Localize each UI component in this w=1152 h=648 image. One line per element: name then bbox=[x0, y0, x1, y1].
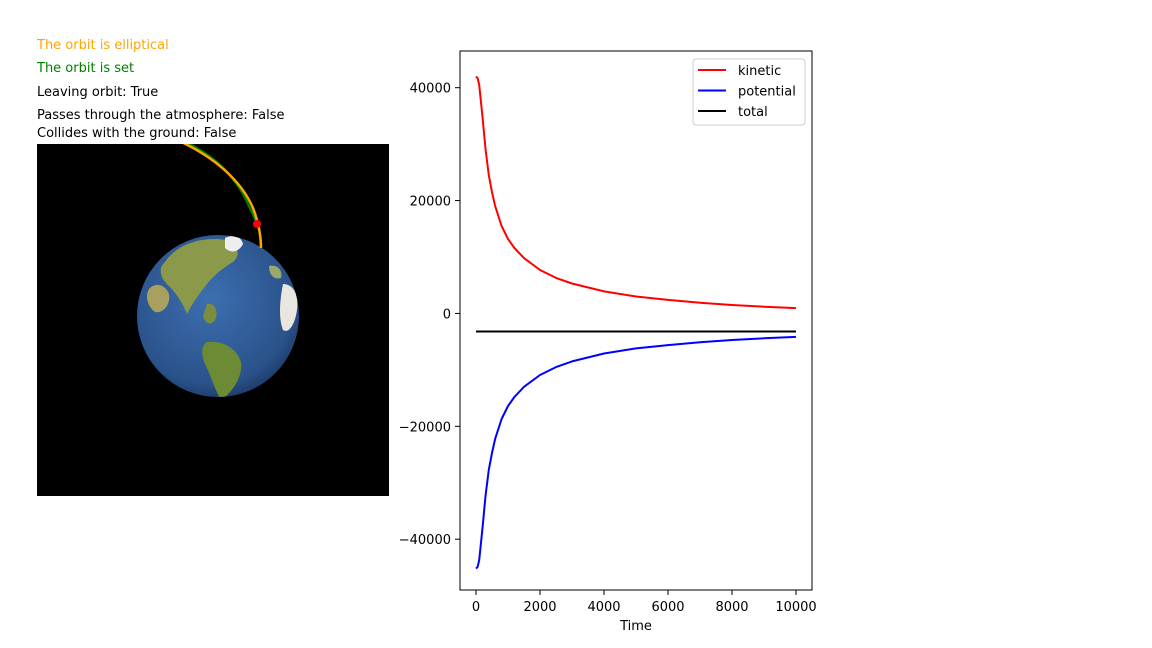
legend-label-potential: potential bbox=[738, 85, 796, 100]
satellite-marker bbox=[253, 220, 261, 228]
x-tick-label: 6000 bbox=[651, 600, 684, 615]
series-line-potential bbox=[475, 335, 797, 570]
earth-globe bbox=[137, 235, 299, 397]
x-axis: 0 2000 4000 6000 8000 10000 bbox=[472, 590, 817, 615]
y-tick-label: 20000 bbox=[410, 195, 451, 210]
x-axis-label: Time bbox=[619, 619, 652, 634]
status-elliptical: The orbit is elliptical bbox=[37, 38, 169, 53]
status-atmosphere: Passes through the atmosphere: False bbox=[37, 108, 285, 123]
x-tick-label: 2000 bbox=[523, 600, 556, 615]
legend-box bbox=[692, 58, 806, 126]
simulation-canvas bbox=[37, 144, 389, 496]
y-tick-label: 0 bbox=[443, 307, 451, 322]
legend-label-total: total bbox=[738, 105, 768, 120]
series-line-kinetic bbox=[475, 75, 797, 310]
status-leaving: Leaving orbit: True bbox=[37, 85, 159, 100]
legend: kinetic potential total bbox=[692, 58, 806, 126]
y-tick-label: 40000 bbox=[410, 82, 451, 97]
simulation-view bbox=[37, 144, 389, 496]
status-ground: Collides with the ground: False bbox=[37, 126, 237, 141]
y-tick-label: −20000 bbox=[399, 420, 451, 435]
y-axis: −40000 −20000 0 20000 40000 bbox=[399, 82, 460, 548]
x-tick-label: 8000 bbox=[715, 600, 748, 615]
legend-label-kinetic: kinetic bbox=[738, 64, 781, 79]
plot-frame bbox=[459, 50, 813, 591]
y-tick-label: −40000 bbox=[399, 533, 451, 548]
x-tick-label: 10000 bbox=[775, 600, 816, 615]
series-lines bbox=[475, 75, 797, 570]
status-set: The orbit is set bbox=[37, 61, 135, 76]
orbit-elliptical-path bbox=[182, 144, 263, 249]
x-tick-label: 4000 bbox=[587, 600, 620, 615]
x-tick-label: 0 bbox=[472, 600, 480, 615]
